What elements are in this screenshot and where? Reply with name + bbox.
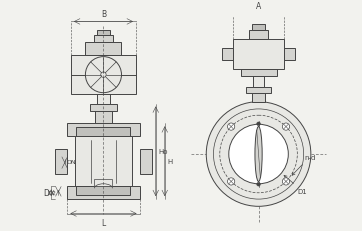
Text: DN: DN xyxy=(67,159,76,164)
Circle shape xyxy=(206,102,311,207)
Text: n-d: n-d xyxy=(292,154,315,176)
Bar xyxy=(90,104,117,111)
Bar xyxy=(246,88,271,93)
Text: B: B xyxy=(101,10,106,19)
Circle shape xyxy=(282,178,290,185)
Circle shape xyxy=(228,178,235,185)
Text: D2: D2 xyxy=(48,191,56,195)
Bar xyxy=(284,48,295,61)
Bar xyxy=(76,128,130,136)
Bar xyxy=(97,95,110,104)
Bar xyxy=(93,36,113,43)
Bar xyxy=(139,149,152,174)
Bar xyxy=(233,40,284,70)
Text: L: L xyxy=(101,218,106,227)
Text: A: A xyxy=(256,2,261,11)
Text: D1: D1 xyxy=(284,176,307,194)
Bar xyxy=(252,25,265,30)
Bar xyxy=(253,77,264,88)
Bar xyxy=(67,187,139,199)
Bar xyxy=(55,149,67,174)
Bar xyxy=(95,111,111,124)
Bar xyxy=(223,48,233,61)
Circle shape xyxy=(228,123,235,131)
Bar xyxy=(85,43,122,56)
Circle shape xyxy=(229,125,288,184)
Bar xyxy=(97,31,110,36)
Bar xyxy=(76,187,130,196)
Bar xyxy=(249,30,269,40)
Bar xyxy=(67,124,139,136)
Text: H: H xyxy=(168,158,173,164)
Text: D: D xyxy=(43,188,49,198)
Bar xyxy=(75,136,132,187)
Bar xyxy=(71,56,136,95)
Circle shape xyxy=(257,183,260,186)
Bar xyxy=(252,93,265,102)
Circle shape xyxy=(257,122,260,126)
Ellipse shape xyxy=(255,127,262,182)
Bar xyxy=(94,179,113,187)
Text: Ho: Ho xyxy=(159,149,168,155)
Bar xyxy=(240,70,277,77)
Circle shape xyxy=(282,123,290,131)
